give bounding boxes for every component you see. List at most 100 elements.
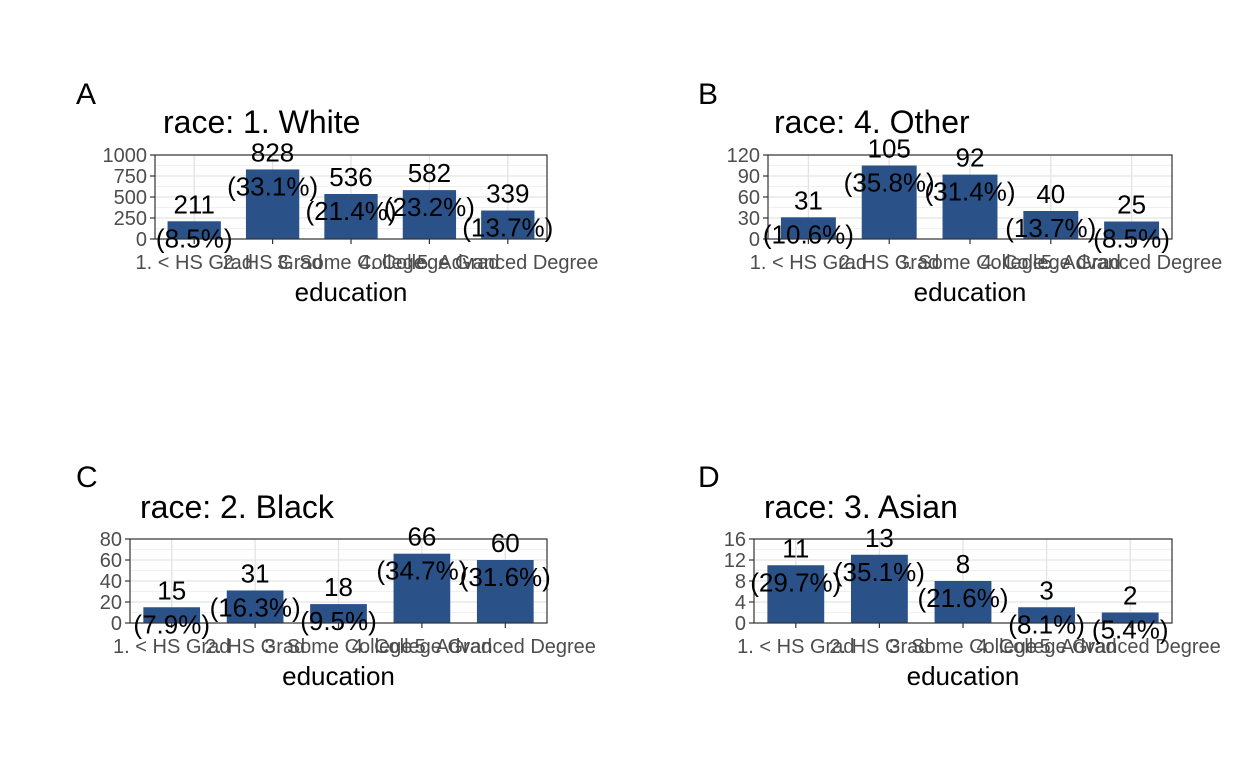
data-label-count: 828 <box>251 137 294 167</box>
bar <box>167 221 221 239</box>
x-tick-label: 4. College Grad <box>981 252 1121 274</box>
y-tick-label: 0 <box>111 613 122 635</box>
y-tick-label: 40 <box>100 571 122 593</box>
x-axis-title: education <box>914 277 1027 307</box>
bar <box>481 210 535 239</box>
y-tick-label: 30 <box>738 208 760 230</box>
data-label-count: 582 <box>408 158 451 188</box>
y-tick-label: 4 <box>735 592 746 614</box>
panel-tag: C <box>76 461 98 494</box>
data-label-count: 536 <box>329 162 372 192</box>
data-label-percent: (13.7%) <box>462 213 553 243</box>
y-tick-label: 120 <box>727 145 760 167</box>
data-label-percent: (8.5%) <box>1093 224 1170 254</box>
data-label-count: 13 <box>865 523 894 553</box>
panel-title: race: 4. Other <box>774 104 970 140</box>
data-label-count: 15 <box>157 575 186 605</box>
data-label-count: 3 <box>1039 575 1053 605</box>
data-label-count: 105 <box>868 134 911 164</box>
panel-tag: D <box>698 461 720 494</box>
panel-tag: B <box>698 78 718 111</box>
y-tick-label: 16 <box>724 529 746 551</box>
data-label-percent: (33.1%) <box>227 171 318 201</box>
x-tick-label: 3. Some College <box>265 636 413 658</box>
x-tick-label: 4. College Grad <box>977 636 1117 658</box>
y-tick-label: 8 <box>735 571 746 593</box>
x-tick-label: 2. HS Grad <box>223 252 323 274</box>
data-label-count: 2 <box>1123 581 1137 611</box>
panel-tag: A <box>76 78 96 111</box>
y-tick-label: 0 <box>136 229 147 251</box>
x-tick-label: 2. HS Grad <box>839 252 939 274</box>
data-label-percent: (16.3%) <box>210 592 301 622</box>
data-label-count: 31 <box>241 558 270 588</box>
bar <box>143 607 201 623</box>
x-tick-label: 5. Advanced Degree <box>1041 252 1222 274</box>
x-axis-title: education <box>295 277 408 307</box>
data-label-percent: (31.6%) <box>460 562 551 592</box>
bar <box>245 169 300 239</box>
data-label-percent: (5.4%) <box>1092 615 1169 645</box>
data-label-percent: (31.4%) <box>924 177 1015 207</box>
bar <box>324 193 378 239</box>
bar <box>861 165 917 239</box>
x-tick-label: 4. College Grad <box>359 252 499 274</box>
data-label-percent: (13.7%) <box>1005 213 1096 243</box>
data-label-percent: (34.7%) <box>376 556 467 586</box>
data-label-count: 40 <box>1036 179 1065 209</box>
bar <box>1104 221 1160 239</box>
y-tick-label: 750 <box>114 166 147 188</box>
x-tick-label: 1. < HS Grad <box>737 636 854 658</box>
y-tick-label: 0 <box>735 613 746 635</box>
data-label-count: 66 <box>407 522 436 552</box>
data-label-percent: (7.9%) <box>133 609 210 639</box>
x-tick-label: 2. HS Grad <box>829 636 929 658</box>
x-tick-label: 5. Advanced Degree <box>415 636 596 658</box>
x-axis-title: education <box>282 661 395 691</box>
data-label-percent: (21.4%) <box>305 196 396 226</box>
data-label-percent: (9.5%) <box>300 606 377 636</box>
y-tick-label: 500 <box>114 187 147 209</box>
data-label-percent: (10.6%) <box>763 219 854 249</box>
bar <box>934 581 992 623</box>
bar <box>780 217 836 239</box>
x-tick-label: 3. Some College <box>889 636 1037 658</box>
x-tick-label: 3. Some College <box>896 252 1044 274</box>
data-label-count: 11 <box>782 533 809 563</box>
x-tick-label: 4. College Grad <box>352 636 492 658</box>
x-tick-label: 1. < HS Grad <box>113 636 230 658</box>
bar <box>310 604 367 623</box>
bar <box>476 560 534 623</box>
bar <box>942 174 998 239</box>
bar <box>226 590 284 623</box>
data-label-count: 31 <box>794 185 823 215</box>
data-label-count: 92 <box>956 143 985 173</box>
y-tick-label: 60 <box>738 187 760 209</box>
x-tick-label: 5. Advanced Degree <box>1040 636 1221 658</box>
data-label-count: 25 <box>1117 190 1146 220</box>
bar <box>1101 612 1159 623</box>
data-label-count: 211 <box>173 189 214 219</box>
y-tick-label: 80 <box>100 529 122 551</box>
bar <box>393 553 451 623</box>
bar <box>1018 607 1076 623</box>
x-axis-title: education <box>907 661 1020 691</box>
x-tick-label: 3. Some College <box>277 252 425 274</box>
bar <box>767 565 825 623</box>
x-tick-label: 1. < HS Grad <box>750 252 867 274</box>
data-label-percent: (23.2%) <box>384 192 475 222</box>
y-tick-label: 250 <box>114 208 147 230</box>
data-label-count: 18 <box>324 572 353 602</box>
panel-title: race: 3. Asian <box>764 489 958 525</box>
y-tick-label: 60 <box>100 550 122 572</box>
bar <box>1023 211 1079 239</box>
bar <box>402 190 457 239</box>
data-label-count: 339 <box>486 179 529 209</box>
y-tick-label: 1000 <box>103 145 148 167</box>
data-label-percent: (21.6%) <box>917 583 1008 613</box>
